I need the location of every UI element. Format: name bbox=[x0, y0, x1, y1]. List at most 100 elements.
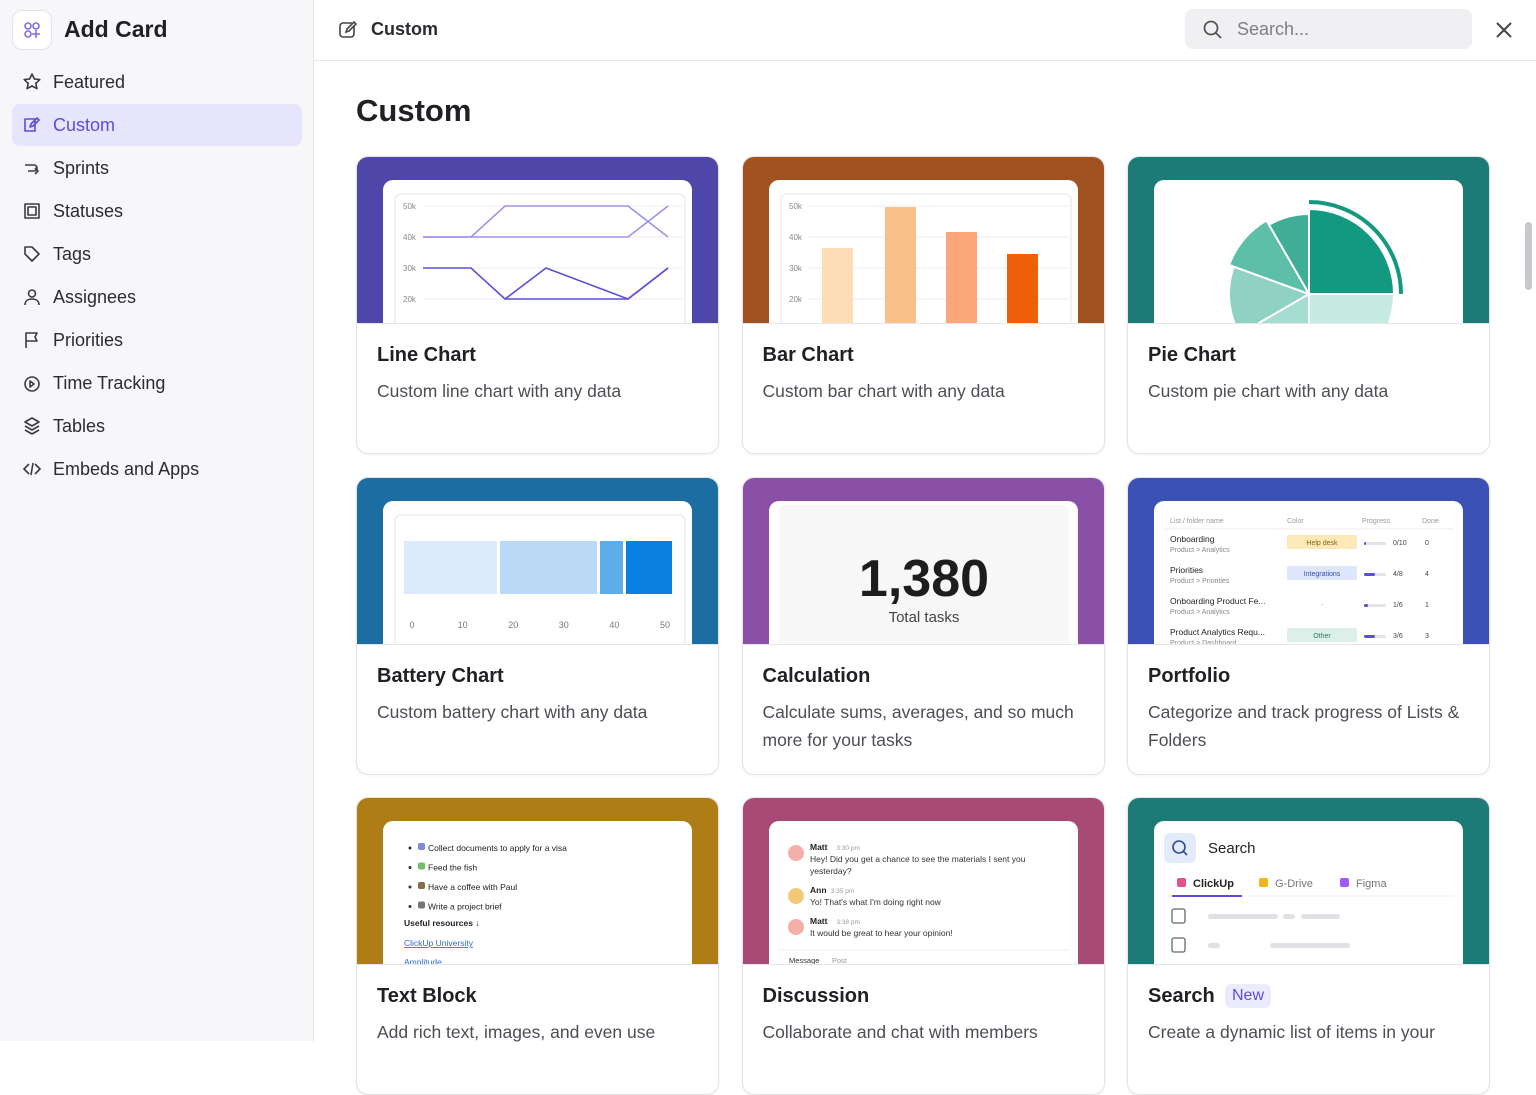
row-progress: 3/6 bbox=[1393, 633, 1403, 640]
nav-item[interactable]: Custom bbox=[12, 104, 302, 146]
result-placeholder bbox=[1208, 943, 1220, 948]
nav-item[interactable]: Priorities bbox=[12, 319, 302, 361]
x-tick-label: 30 bbox=[559, 620, 569, 630]
resource-link: ClickUp University bbox=[404, 938, 474, 948]
y-tick-label: 30k bbox=[403, 264, 417, 273]
bullet-text: Collect documents to apply for a visa bbox=[428, 843, 567, 853]
card-thumbnail bbox=[1128, 157, 1490, 324]
nav-item[interactable]: Featured bbox=[12, 61, 302, 103]
search-icon bbox=[1203, 20, 1223, 40]
nav-icon bbox=[23, 202, 42, 221]
result-icon bbox=[1172, 909, 1185, 923]
row-color: Other bbox=[1313, 633, 1331, 640]
emoji-decor bbox=[418, 882, 425, 889]
x-tick-label: 40 bbox=[609, 620, 619, 630]
bar-decor bbox=[885, 207, 916, 323]
nav-label: Embeds and Apps bbox=[53, 459, 199, 479]
bar-decor bbox=[1007, 254, 1038, 323]
nav-icon bbox=[23, 73, 42, 92]
app-icon bbox=[12, 10, 52, 50]
nav-item[interactable]: Time Tracking bbox=[12, 362, 302, 404]
nav-icon-shape bbox=[25, 247, 39, 261]
progress-fill bbox=[1364, 635, 1375, 638]
nav-icon-shape bbox=[25, 204, 39, 218]
nav-item[interactable]: Embeds and Apps bbox=[12, 448, 302, 490]
bar-decor bbox=[946, 232, 977, 323]
row-color: - bbox=[1321, 602, 1324, 609]
nav-label: Sprints bbox=[53, 158, 109, 178]
nav-label: Tags bbox=[53, 244, 91, 264]
row-path: Product > Analytics bbox=[1170, 547, 1230, 554]
battery-decor bbox=[500, 541, 597, 594]
search-box[interactable]: Search... bbox=[1185, 9, 1472, 49]
bullet bbox=[409, 886, 412, 889]
bullet-text: Write a project brief bbox=[428, 902, 502, 912]
nav-icon bbox=[23, 460, 42, 479]
avatar bbox=[788, 888, 804, 904]
nav-icon-shape bbox=[25, 290, 39, 305]
search-label: Search bbox=[1208, 840, 1256, 857]
table-header: Color bbox=[1287, 518, 1304, 525]
nav-item[interactable]: Assignees bbox=[12, 276, 302, 318]
result-placeholder bbox=[1208, 914, 1278, 919]
row-path: Product > Priorities bbox=[1170, 578, 1230, 585]
emoji-decor bbox=[418, 863, 425, 870]
progress-fill bbox=[1364, 573, 1375, 576]
close-button[interactable] bbox=[1495, 21, 1513, 39]
thumbnail-panel bbox=[1154, 180, 1463, 323]
nav-item[interactable]: Sprints bbox=[12, 147, 302, 189]
source-tab: G-Drive bbox=[1275, 878, 1313, 890]
nav-icon bbox=[23, 374, 42, 393]
nav-label: Statuses bbox=[53, 201, 123, 221]
result-icon bbox=[1172, 938, 1185, 952]
nav-icon-shape bbox=[25, 165, 38, 174]
row-path: Product > Dashboard bbox=[1170, 640, 1236, 644]
row-done: 0 bbox=[1425, 540, 1429, 547]
nav-item[interactable]: Tables bbox=[12, 405, 302, 447]
search-icon-box bbox=[1164, 833, 1196, 863]
card-description: Categorize and track progress of Lists &… bbox=[1148, 698, 1473, 754]
resources-heading: Useful resources ↓ bbox=[404, 918, 480, 928]
nav-item[interactable]: Statuses bbox=[12, 190, 302, 232]
card-title: Calculation bbox=[763, 665, 871, 688]
app-icon-graphic bbox=[13, 11, 51, 49]
top-bar: Custom Search... bbox=[314, 0, 1536, 61]
nav-label: Priorities bbox=[53, 330, 123, 350]
result-placeholder bbox=[1283, 914, 1295, 919]
y-tick-label: 20k bbox=[789, 295, 803, 304]
card-title: Line Chart bbox=[377, 344, 476, 367]
composer-tab: Message bbox=[789, 956, 819, 964]
source-icon bbox=[1259, 878, 1268, 887]
battery-decor bbox=[626, 541, 672, 594]
nav-item[interactable]: Tags bbox=[12, 233, 302, 275]
row-progress: 4/8 bbox=[1393, 571, 1403, 578]
card-description: Calculate sums, averages, and so much mo… bbox=[763, 698, 1088, 754]
nav-label: Featured bbox=[53, 72, 125, 92]
page: Add Card {"sidebar": {"title": "Add Card… bbox=[0, 0, 1536, 1041]
avatar bbox=[788, 919, 804, 935]
nav-icon-shape bbox=[25, 377, 39, 391]
